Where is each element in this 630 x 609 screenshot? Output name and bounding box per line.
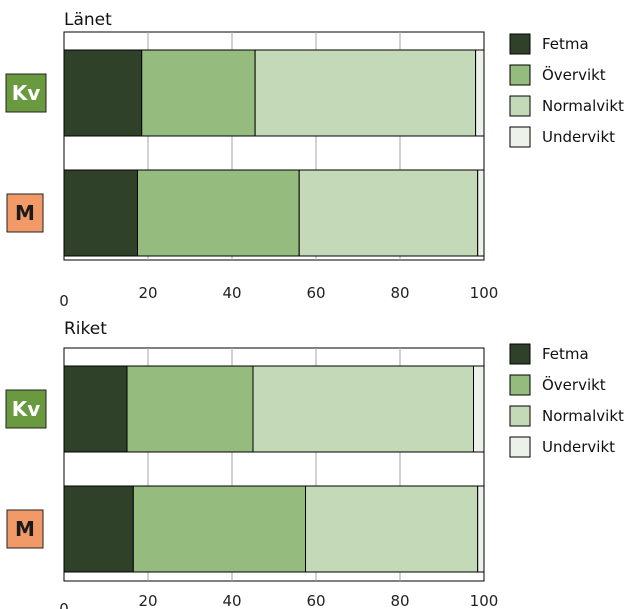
- category-badge-m: [6, 193, 44, 233]
- bar-m-vervikt: [132, 485, 306, 573]
- x-tick-label-0: 0: [59, 292, 69, 310]
- category-label-m: M: [15, 517, 35, 541]
- bar-kv-fetma: [63, 365, 128, 453]
- bar-kv-normalvikt: [252, 365, 474, 453]
- legend-label-vervikt: Övervikt: [542, 375, 606, 394]
- legend-label-fetma: Fetma: [542, 345, 589, 363]
- bar-m-undervikt: [477, 169, 485, 257]
- legend-swatch-undervikt: [509, 126, 531, 148]
- legend-label-undervikt: Undervikt: [542, 128, 615, 146]
- legend-label-normalvikt: Normalvikt: [542, 407, 624, 425]
- category-badge-kv: [5, 389, 47, 429]
- category-label-m: M: [15, 201, 35, 225]
- x-tick-label-40: 40: [222, 592, 241, 609]
- legend-swatch-vervikt: [509, 64, 531, 86]
- chart-panel-riket: Riket Kv M 0 20 40 60 80 100 Fetma Övervikt Normalv…: [5, 319, 624, 609]
- x-tick-label-40: 40: [222, 284, 241, 302]
- bar-kv-undervikt: [475, 49, 485, 137]
- x-tick-label-20: 20: [138, 592, 157, 609]
- x-tick-label-60: 60: [306, 592, 325, 609]
- legend-swatch-fetma: [509, 343, 531, 365]
- legend-swatch-normalvikt: [509, 95, 531, 117]
- bar-m-fetma: [63, 485, 134, 573]
- bar-m-undervikt: [477, 485, 485, 573]
- legend-swatch-undervikt: [509, 436, 531, 458]
- category-label-kv: Kv: [12, 81, 41, 105]
- legend-label-fetma: Fetma: [542, 35, 589, 53]
- bar-m-normalvikt: [298, 169, 479, 257]
- category-badge-m: [6, 509, 44, 549]
- legend-swatch-normalvikt: [509, 405, 531, 427]
- category-label-kv: Kv: [12, 397, 41, 421]
- bar-kv-vervikt: [141, 49, 256, 137]
- x-tick-label-100: 100: [470, 592, 499, 609]
- legend-swatch-vervikt: [509, 374, 531, 396]
- bar-kv-undervikt: [473, 365, 485, 453]
- chart-title: Riket: [64, 319, 107, 339]
- x-tick-label-20: 20: [138, 284, 157, 302]
- chart-panel-länet: Länet Kv M 0 20 40 60 80 100 Fetma Övervikt Normalv…: [5, 10, 624, 310]
- x-tick-label-0: 0: [59, 600, 69, 609]
- category-badge-kv: [5, 73, 47, 113]
- x-tick-label-60: 60: [306, 284, 325, 302]
- x-tick-label-80: 80: [390, 592, 409, 609]
- legend-label-vervikt: Övervikt: [542, 65, 606, 84]
- bar-m-fetma: [63, 169, 138, 257]
- bar-kv-vervikt: [126, 365, 254, 453]
- chart-title: Länet: [64, 10, 112, 30]
- legend-label-normalvikt: Normalvikt: [542, 97, 624, 115]
- bar-m-vervikt: [137, 169, 300, 257]
- legend-label-undervikt: Undervikt: [542, 438, 615, 456]
- x-tick-label-100: 100: [470, 284, 499, 302]
- bar-m-normalvikt: [305, 485, 479, 573]
- bar-kv-fetma: [63, 49, 143, 137]
- legend-swatch-fetma: [509, 33, 531, 55]
- x-tick-label-80: 80: [390, 284, 409, 302]
- bar-kv-normalvikt: [254, 49, 477, 137]
